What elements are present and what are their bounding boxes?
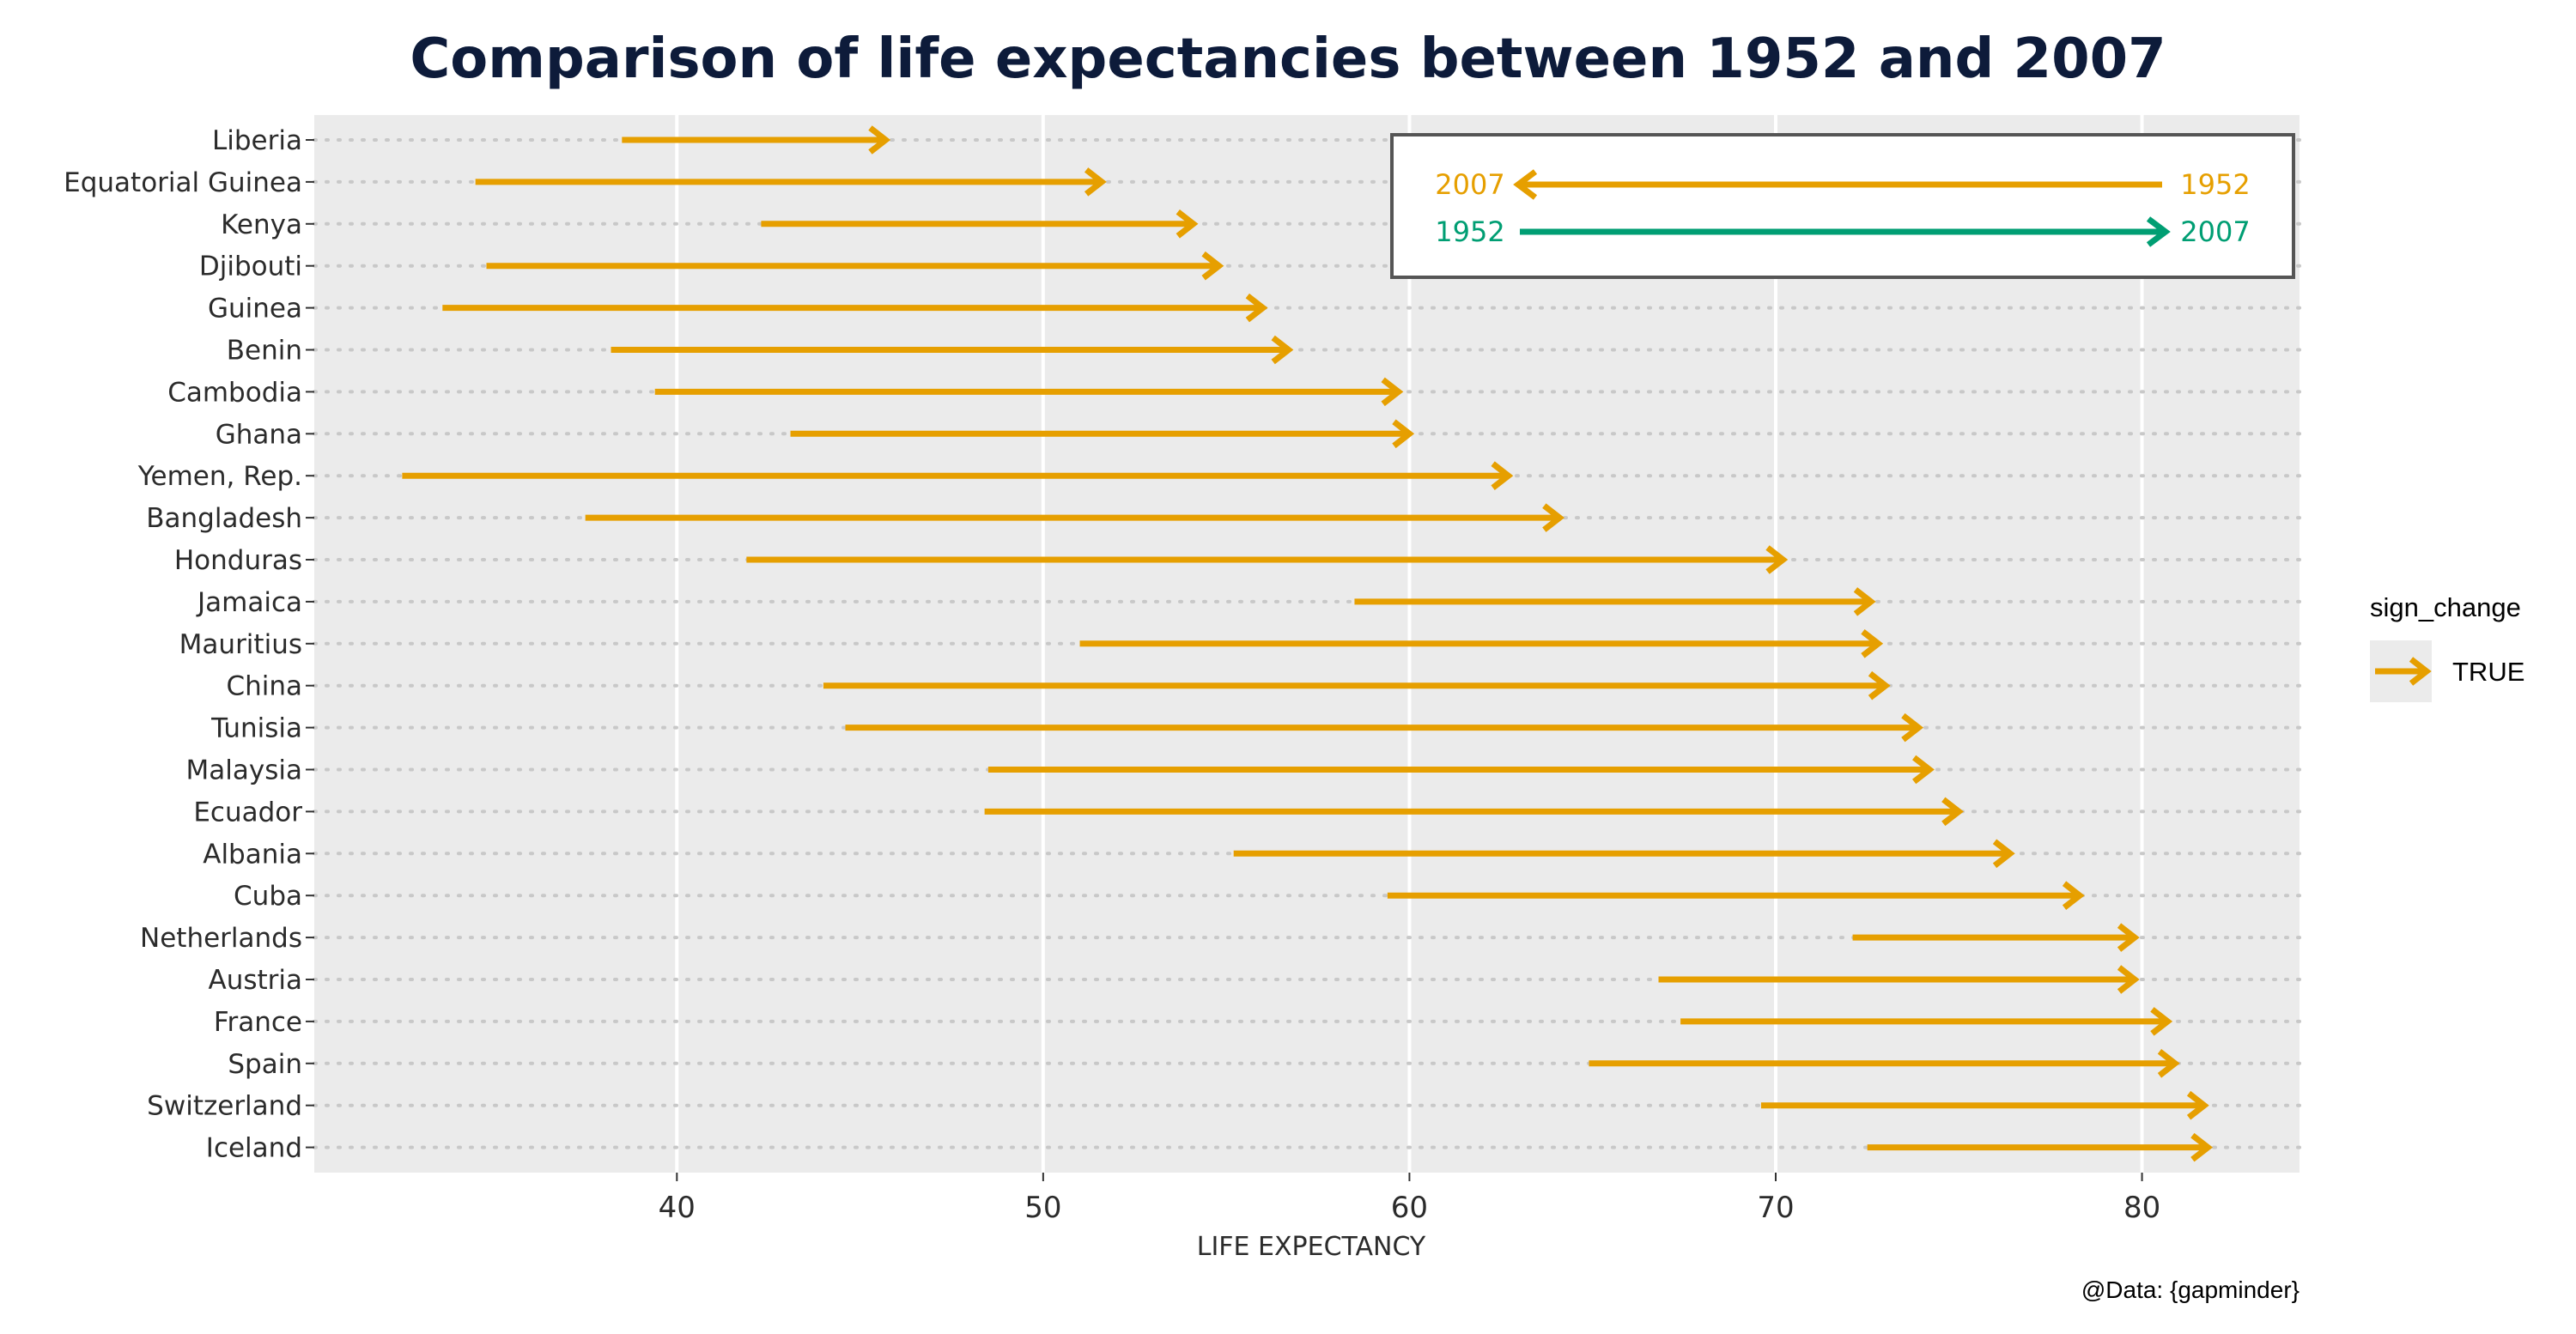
arrow-head bbox=[1992, 839, 2015, 869]
inset-key-decrease-right-label: 1952 bbox=[2180, 168, 2250, 201]
arrow-head bbox=[1381, 377, 1404, 407]
arrow-head bbox=[1392, 419, 1415, 449]
y-axis-labels: Liberia Equatorial Guinea Kenya Djibouti Gui… bbox=[64, 125, 314, 1164]
arrow-head bbox=[1542, 503, 1565, 532]
country-label: Ghana bbox=[216, 419, 302, 450]
country-label: Spain bbox=[228, 1049, 302, 1080]
country-label: Jamaica bbox=[196, 587, 302, 618]
arrow-head bbox=[1084, 167, 1107, 197]
caption: @Data: {gapminder} bbox=[2081, 1276, 2300, 1303]
country-label: China bbox=[226, 671, 302, 702]
country-label: Mauritius bbox=[179, 629, 302, 660]
country-label: Bangladesh bbox=[146, 503, 302, 534]
arrow-head bbox=[1901, 712, 1924, 743]
arrow-head bbox=[1245, 293, 1268, 323]
arrow-head bbox=[1201, 251, 1224, 281]
arrow-head bbox=[2062, 881, 2085, 910]
country-label: Switzerland bbox=[147, 1091, 302, 1122]
x-axis: 40 50 60 70 80 bbox=[659, 1173, 2160, 1225]
arrow-head bbox=[2190, 1132, 2214, 1162]
arrow-head bbox=[1853, 587, 1876, 616]
legend: sign_change TRUE bbox=[2370, 592, 2524, 702]
x-axis-label: LIFE EXPECTANCY bbox=[1197, 1232, 1426, 1262]
arrow-head bbox=[1176, 209, 1199, 239]
legend-title: sign_change bbox=[2370, 592, 2521, 622]
inset-key: 2007 1952 1952 2007 bbox=[1390, 133, 2295, 279]
country-label: Albania bbox=[203, 839, 302, 870]
country-label: Kenya bbox=[221, 209, 302, 240]
country-label: Tunisia bbox=[210, 713, 302, 744]
legend-key-arrowhead bbox=[2409, 657, 2432, 686]
country-label: Iceland bbox=[206, 1133, 302, 1164]
arrow-head bbox=[2150, 1007, 2173, 1036]
country-label: Equatorial Guinea bbox=[64, 167, 302, 198]
inset-key-increase-arrowhead bbox=[2146, 216, 2171, 247]
arrow-head bbox=[868, 125, 891, 155]
arrow-head bbox=[2117, 965, 2140, 994]
country-label: Netherlands bbox=[140, 923, 302, 954]
inset-key-increase-left-label: 1952 bbox=[1435, 215, 1504, 248]
arrow-head bbox=[1868, 670, 1891, 700]
x-tick-label: 40 bbox=[659, 1191, 696, 1225]
country-label: Guinea bbox=[208, 294, 302, 324]
country-label: Honduras bbox=[174, 545, 302, 576]
inset-key-decrease-arrowhead bbox=[1513, 169, 1538, 200]
chart-title: Comparison of life expectancies between … bbox=[410, 27, 2166, 91]
country-label: France bbox=[214, 1007, 302, 1038]
x-tick-label: 50 bbox=[1024, 1191, 1061, 1225]
x-tick-label: 70 bbox=[1757, 1191, 1794, 1225]
country-label: Cambodia bbox=[167, 377, 302, 408]
country-label: Cuba bbox=[234, 881, 302, 912]
inset-key-decrease-left-label: 2007 bbox=[1435, 168, 1504, 201]
country-label: Malaysia bbox=[186, 755, 302, 786]
arrow-head bbox=[2117, 923, 2140, 952]
country-label: Djibouti bbox=[199, 252, 302, 282]
x-tick-label: 80 bbox=[2123, 1191, 2160, 1225]
arrow-head bbox=[1271, 335, 1294, 365]
x-tick-label: 60 bbox=[1391, 1191, 1428, 1225]
inset-key-increase-right-label: 2007 bbox=[2180, 215, 2250, 248]
arrow-head bbox=[1861, 629, 1884, 658]
inset-key-box bbox=[1390, 133, 2295, 279]
arrow-head bbox=[1912, 755, 1935, 785]
arrow-head bbox=[1941, 797, 1964, 827]
arrow-head bbox=[2186, 1090, 2209, 1120]
country-label: Benin bbox=[227, 336, 302, 367]
arrow-head bbox=[1491, 461, 1514, 490]
country-label: Yemen, Rep. bbox=[137, 461, 302, 492]
country-label: Ecuador bbox=[193, 797, 302, 828]
arrow-head bbox=[2157, 1049, 2180, 1078]
country-label: Liberia bbox=[212, 125, 302, 156]
arrow-head bbox=[1765, 545, 1789, 574]
country-label: Austria bbox=[208, 965, 302, 996]
arrows-layer bbox=[402, 125, 2214, 1162]
legend-item-label: TRUE bbox=[2452, 657, 2524, 687]
